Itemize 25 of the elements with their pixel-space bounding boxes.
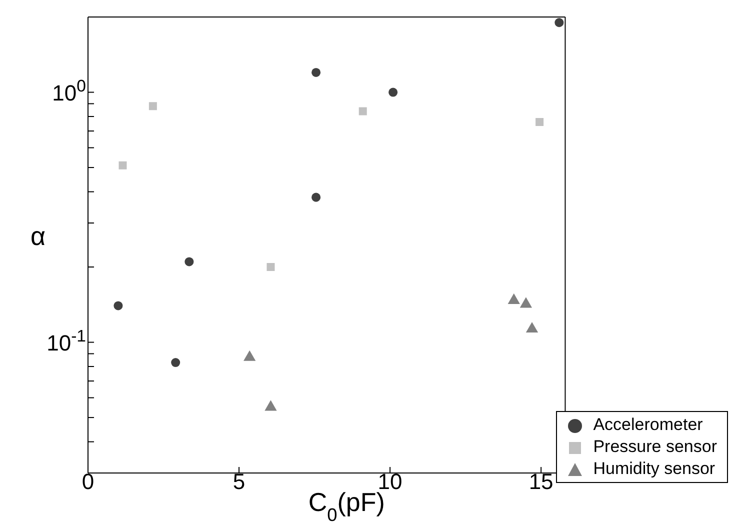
legend-label: Humidity sensor bbox=[592, 458, 716, 480]
point bbox=[312, 192, 321, 202]
point bbox=[508, 293, 520, 304]
point bbox=[118, 161, 127, 170]
point bbox=[358, 107, 367, 116]
point bbox=[526, 322, 538, 333]
legend-label: Accelerometer bbox=[592, 414, 704, 436]
point bbox=[388, 88, 398, 97]
point bbox=[264, 400, 277, 411]
point bbox=[148, 102, 157, 110]
point bbox=[536, 118, 544, 126]
point bbox=[554, 18, 564, 28]
y-tick-label: 10$^{0}$ bbox=[52, 76, 86, 106]
y-axis-title: α bbox=[30, 221, 46, 251]
point bbox=[184, 257, 194, 266]
x-tick-label: 0 bbox=[82, 469, 94, 494]
x-tick-label: 5 bbox=[232, 469, 246, 494]
y-tick-label: 10$^{-1}$ bbox=[46, 326, 86, 356]
point bbox=[520, 297, 532, 308]
point bbox=[114, 301, 123, 310]
x-tick-label: 15 bbox=[528, 469, 554, 494]
legend-label: Pressure sensor bbox=[592, 436, 717, 458]
point bbox=[244, 350, 256, 361]
point bbox=[266, 263, 275, 272]
point bbox=[312, 68, 321, 77]
